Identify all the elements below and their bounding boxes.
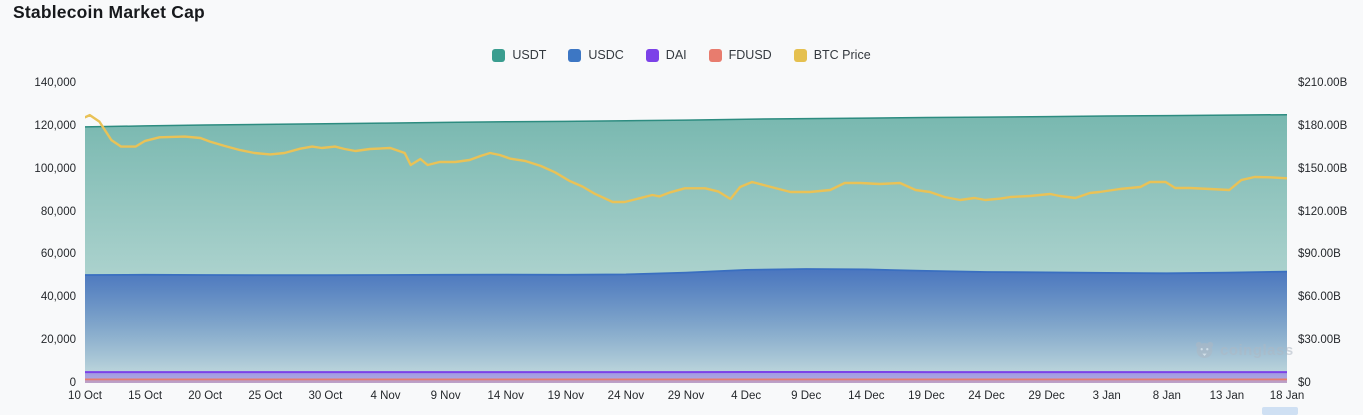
area-usdc	[85, 269, 1287, 383]
legend-label: DAI	[665, 47, 687, 62]
x-axis-tick-label: 10 Oct	[68, 390, 102, 402]
x-axis-tick-label: 18 Jan	[1269, 390, 1305, 402]
x-axis-tick-label: 9 Dec	[791, 390, 822, 402]
x-axis-tick-label: 14 Nov	[487, 390, 524, 402]
chart-legend: USDT USDC DAI FDUSD BTC Price	[0, 46, 1363, 64]
right-axis-tick-label: $0	[1298, 377, 1311, 389]
legend-item-usdt[interactable]: USDT	[492, 47, 547, 62]
x-scrollbar-thumb[interactable]	[1262, 407, 1298, 415]
right-axis-tick-label: $210.00B	[1298, 77, 1348, 89]
x-axis-tick-label: 25 Oct	[248, 390, 283, 402]
x-axis-tick-label: 30 Oct	[308, 390, 343, 402]
x-axis-tick-label: 15 Oct	[128, 390, 163, 402]
chart-region: 140,000 120,000 100,000 80,000 60,000 40,000 2…	[0, 77, 1363, 402]
left-axis-tick-label: 40,000	[40, 291, 76, 304]
chart-title: Stablecoin Market Cap	[13, 2, 205, 22]
legend-item-btc-price[interactable]: BTC Price	[793, 47, 871, 62]
left-axis-tick-label: 20,000	[40, 334, 76, 347]
legend-label: USDC	[588, 47, 624, 62]
legend-swatch-icon	[708, 48, 722, 62]
legend-item-dai[interactable]: DAI	[645, 47, 687, 62]
right-axis-tick-label: $90.00B	[1298, 248, 1341, 261]
x-axis-tick-label: 9 Nov	[430, 390, 461, 402]
right-axis-tick-label: $150.00B	[1298, 162, 1348, 175]
legend-swatch-icon	[492, 48, 506, 62]
legend-label: USDT	[512, 47, 547, 62]
left-axis-tick-label: 140,000	[34, 77, 76, 89]
x-axis-tick-label: 29 Dec	[1028, 390, 1065, 402]
area-edge-usdc	[85, 268, 1287, 277]
x-axis-tick-label: 19 Dec	[908, 390, 945, 402]
x-axis-tick-label: 4 Dec	[731, 390, 762, 402]
x-axis: 10 Oct 15 Oct 20 Oct 25 Oct 30 Oct 4 Nov 9 Nov…	[68, 390, 1304, 406]
x-axis-tick-label: 29 Nov	[667, 390, 705, 402]
x-axis-tick-label: 14 Dec	[848, 390, 885, 402]
left-axis-tick-label: 60,000	[40, 248, 76, 261]
legend-label: FDUSD	[728, 47, 772, 62]
left-axis-tick-label: 80,000	[40, 205, 76, 218]
legend-label: BTC Price	[813, 47, 871, 62]
x-axis-tick-label: 8 Jan	[1152, 390, 1181, 402]
btc-price-line	[85, 113, 1287, 204]
x-axis-tick-label: 24 Dec	[968, 390, 1005, 402]
right-axis-tick-label: $180.00B	[1298, 119, 1348, 132]
x-axis-tick-label: 24 Nov	[607, 390, 645, 402]
x-axis-tick-label: 4 Nov	[370, 390, 401, 402]
x-axis-tick-label: 3 Jan	[1092, 390, 1121, 402]
plot-area[interactable]	[85, 83, 1287, 383]
legend-item-fdusd[interactable]: FDUSD	[708, 47, 772, 62]
right-axis-tick-label: $120.00B	[1298, 205, 1348, 218]
x-axis-tick-label: 20 Oct	[188, 390, 223, 402]
area-edge-usdt	[85, 113, 1287, 128]
legend-swatch-icon	[568, 48, 582, 62]
legend-item-usdc[interactable]: USDC	[568, 47, 624, 62]
left-axis-tick-label: 100,000	[34, 162, 76, 175]
left-axis-tick-label: 0	[69, 377, 76, 389]
left-axis-tick-label: 120,000	[34, 119, 76, 132]
x-axis-tick-label: 19 Nov	[547, 390, 585, 402]
right-axis-tick-label: $30.00B	[1298, 334, 1341, 347]
legend-swatch-icon	[793, 48, 807, 62]
right-axis-tick-label: $60.00B	[1298, 291, 1341, 304]
x-axis-tick-label: 13 Jan	[1209, 390, 1245, 402]
legend-swatch-icon	[645, 48, 659, 62]
